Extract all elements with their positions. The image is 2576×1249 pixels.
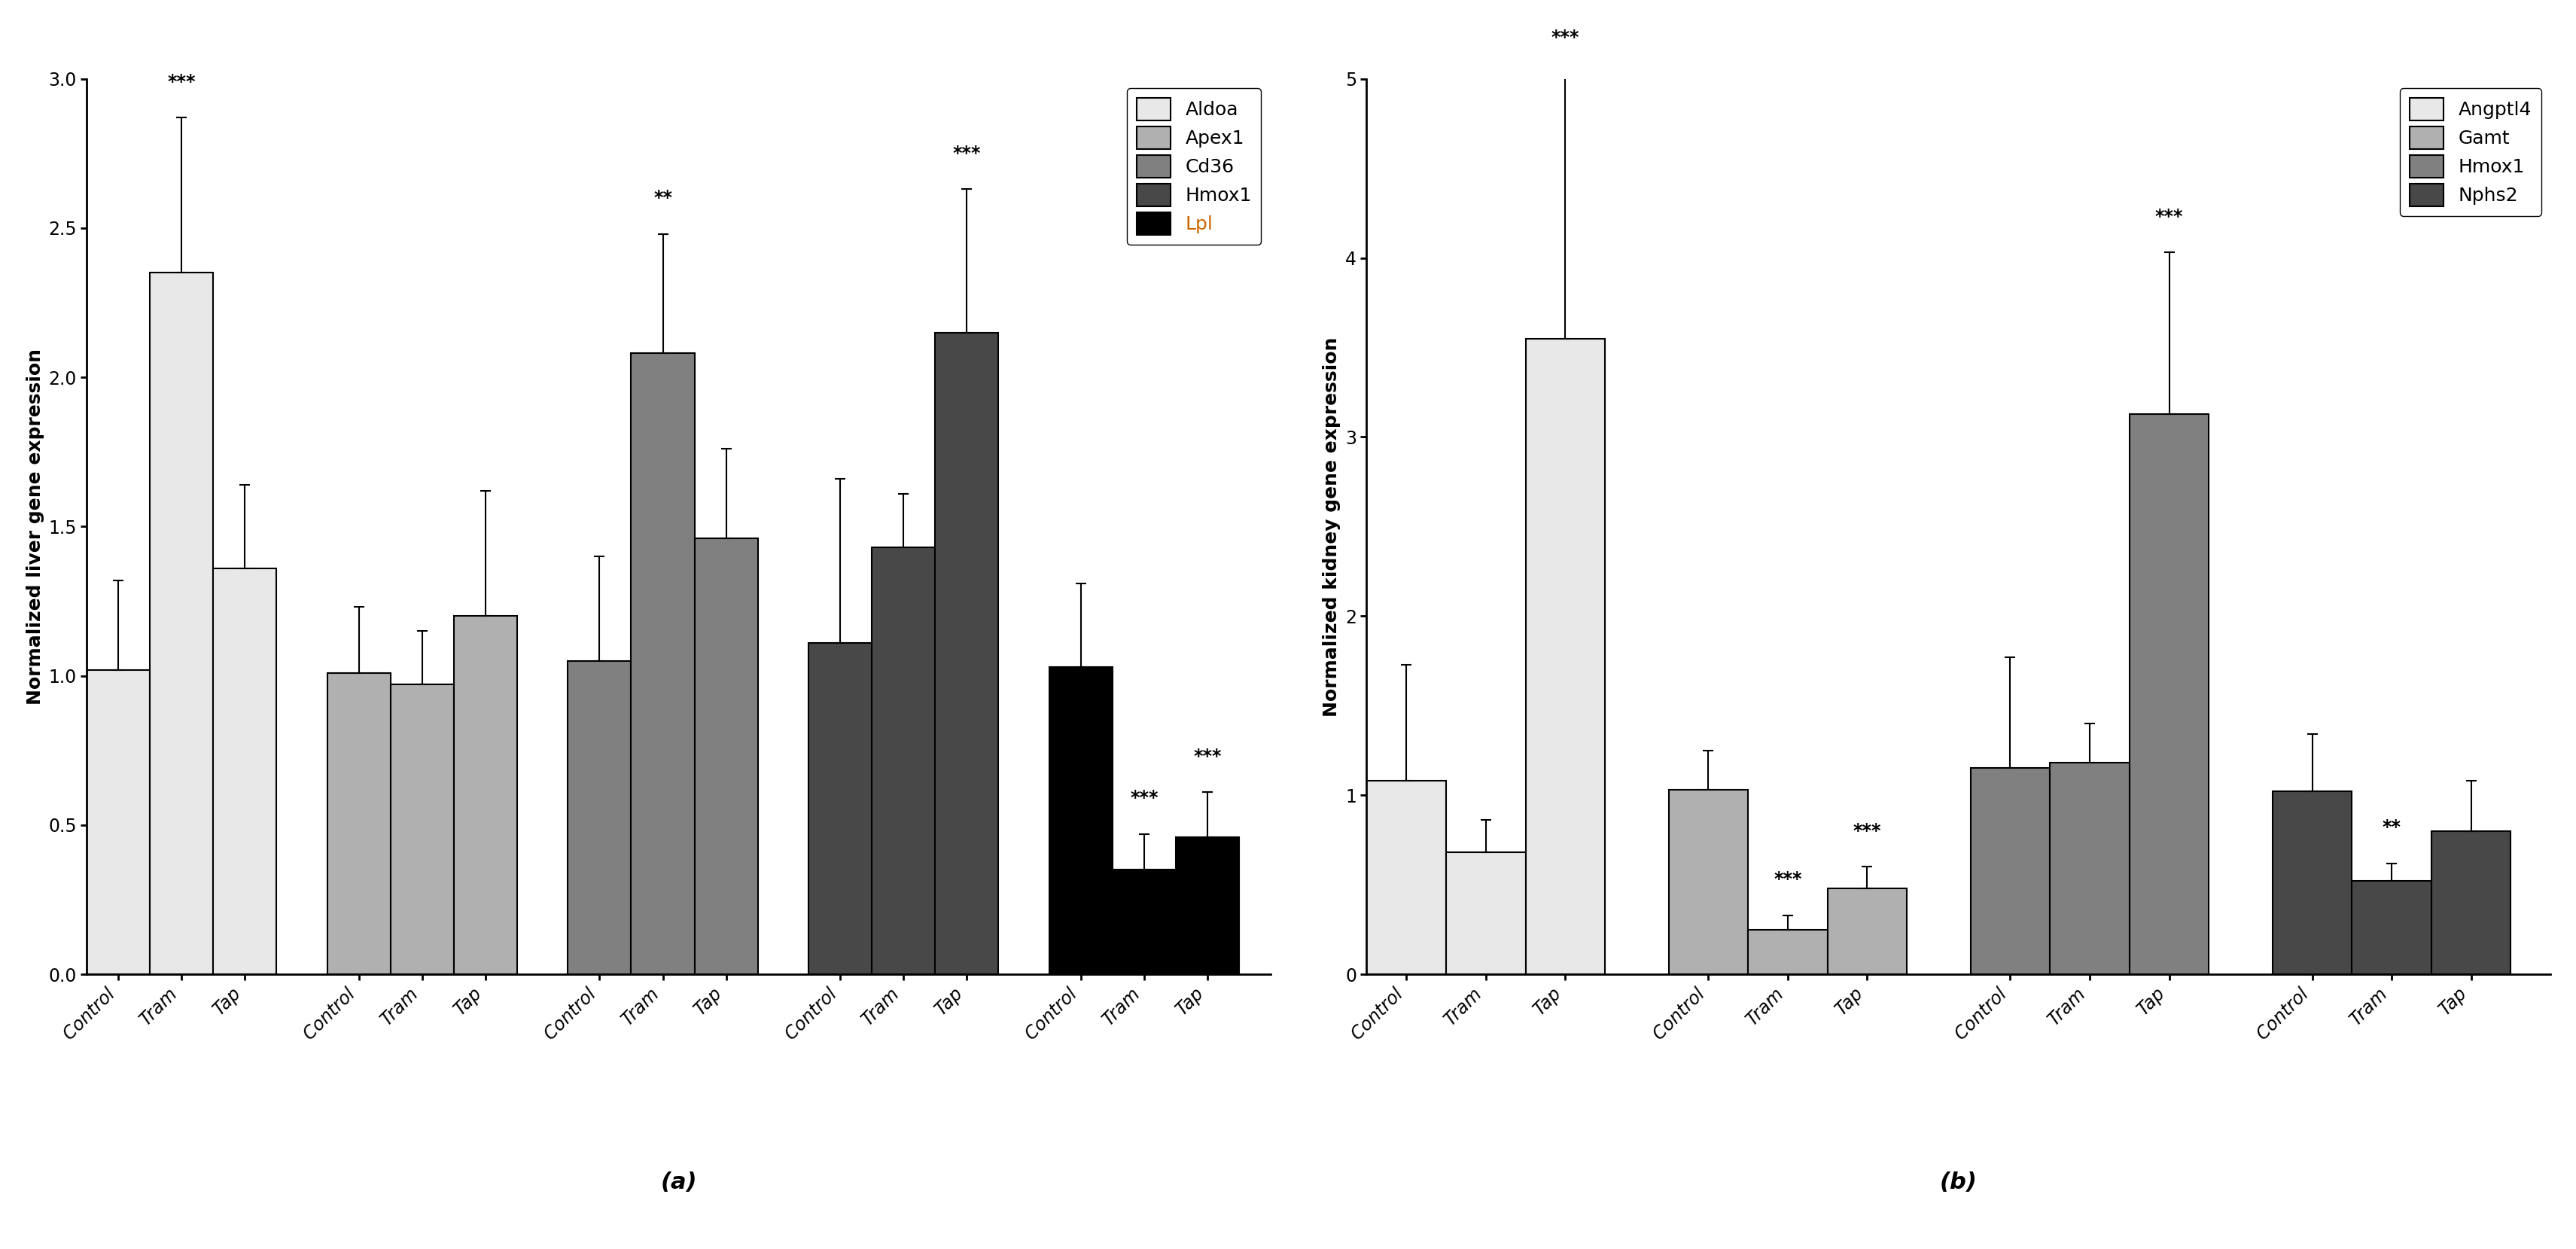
Y-axis label: Normalized liver gene expression: Normalized liver gene expression <box>26 348 44 704</box>
Bar <box>88 669 149 974</box>
Text: (a): (a) <box>659 1172 696 1193</box>
Text: (b): (b) <box>1940 1172 1976 1193</box>
Bar <box>1826 888 1906 974</box>
Legend: Aldoa, Apex1, Cd36, Hmox1, Lpl: Aldoa, Apex1, Cd36, Hmox1, Lpl <box>1126 89 1260 245</box>
Bar <box>935 332 997 974</box>
Bar <box>1175 837 1239 974</box>
Bar <box>809 643 871 974</box>
Bar <box>2050 763 2128 974</box>
Bar <box>1365 781 1445 974</box>
Bar <box>1445 853 1525 974</box>
Bar <box>1048 667 1113 974</box>
Text: ***: *** <box>167 72 196 91</box>
Text: ***: *** <box>1131 789 1157 807</box>
Text: ***: *** <box>2154 207 2182 226</box>
Y-axis label: Normalized kidney gene expression: Normalized kidney gene expression <box>1321 337 1340 717</box>
Bar <box>696 538 757 974</box>
Bar <box>1747 929 1826 974</box>
Bar <box>1971 768 2050 974</box>
Text: ***: *** <box>1551 29 1579 46</box>
Text: ***: *** <box>1852 822 1880 839</box>
Text: ***: *** <box>1772 871 1801 888</box>
Bar <box>392 684 453 974</box>
Legend: Angptl4, Gamt, Hmox1, Nphs2: Angptl4, Gamt, Hmox1, Nphs2 <box>2398 89 2540 216</box>
Bar <box>2432 831 2509 974</box>
Text: ***: *** <box>1193 747 1221 766</box>
Bar <box>2272 792 2352 974</box>
Text: **: ** <box>2383 818 2401 837</box>
Bar <box>631 353 696 974</box>
Bar <box>2128 413 2208 974</box>
Bar <box>327 673 392 974</box>
Bar <box>214 568 276 974</box>
Bar <box>871 547 935 974</box>
Bar <box>149 272 214 974</box>
Text: **: ** <box>654 189 672 207</box>
Bar <box>1669 789 1747 974</box>
Bar <box>1525 338 1605 974</box>
Bar <box>2352 881 2432 974</box>
Bar <box>567 661 631 974</box>
Bar <box>1113 869 1175 974</box>
Bar <box>453 616 518 974</box>
Text: ***: *** <box>953 145 981 162</box>
